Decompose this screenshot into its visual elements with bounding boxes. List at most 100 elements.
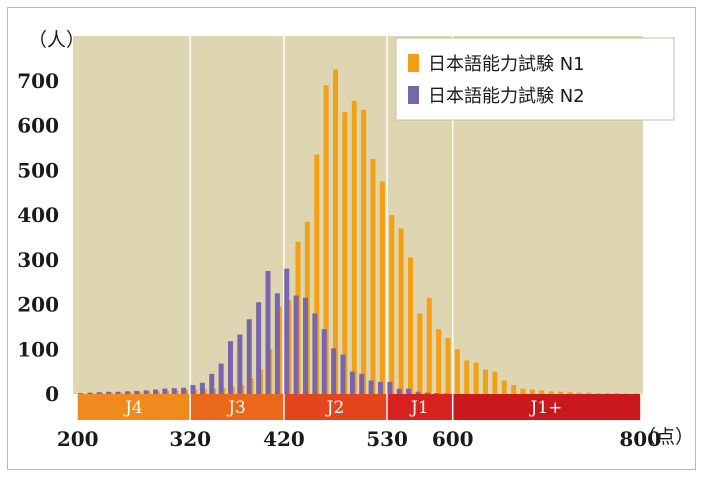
n1-bar [426,297,432,394]
x-tick-label: 600 [432,427,474,451]
y-tick-label: 700 [17,69,59,93]
n2-bar [265,270,271,394]
n2-bar [331,348,337,394]
level-band-label: J1 [409,398,429,418]
n2-bar [312,313,318,394]
n1-bar [520,388,526,394]
level-band-label: J2 [325,398,345,418]
n1-bar [361,109,367,395]
n2-bar [274,293,280,394]
level-band [283,394,388,420]
n2-bar [209,373,215,394]
n1-bar [604,393,610,394]
n2-bar [415,391,421,394]
n1-bar [370,159,376,394]
n1-bar [408,257,413,394]
n2-bar [190,385,196,394]
n1-bar [389,215,395,394]
n1-bar [567,392,573,394]
n1-bar [492,371,498,394]
n1-bar [558,391,563,394]
x-tick-label: 200 [57,427,99,451]
n2-bar [162,388,168,394]
n2-bar [199,382,205,394]
n1-bar [314,154,320,394]
level-band-label: J3 [226,398,246,418]
n1-bar [454,349,460,394]
legend-box [395,37,675,121]
n1-bar [473,362,479,394]
y-tick-label: 300 [17,248,59,272]
vertical-grid-lines [189,36,454,394]
n1-bar [464,360,470,394]
n2-bar [424,392,430,394]
y-tick-label: 500 [17,158,59,182]
n2-bar [284,268,290,394]
n2-bar [434,393,440,394]
n2-bar [293,295,299,394]
n2-bar [143,390,149,394]
bars [78,69,638,395]
n1-bar [614,393,620,394]
level-band [190,394,284,420]
n1-bar [351,100,357,394]
n2-bar [256,302,262,394]
x-tick-label: 320 [169,427,211,451]
n2-bar [378,381,383,394]
legend-swatch [408,54,419,72]
n1-bar [539,390,545,394]
x-tick-label: 530 [366,427,408,451]
n1-bar [417,313,423,394]
n2-bar [359,373,365,394]
x-axis-tick-labels: 200 320 420 530 600 800 [57,427,661,451]
x-tick-label: 420 [263,427,305,451]
n1-bar [445,338,451,394]
n1-bar [576,392,582,394]
y-tick-label: 0 [45,382,59,406]
n2-bar [218,363,224,394]
legend-label: 日本語能力試験 N1 [428,54,585,75]
n2-bar [106,391,112,394]
n2-bar [153,389,158,394]
n2-bar [246,319,252,394]
n2-bar [396,388,402,394]
n2-bar [321,329,327,394]
n2-bar [340,354,346,394]
n2-bar [237,334,243,394]
y-tick-label: 100 [17,337,59,361]
legend-swatch [408,86,419,104]
x-tick-label: 800 [619,427,661,451]
level-bands: J4 J3 J2 J1 J1+ [77,394,641,420]
legend-label: 日本語能力試験 N2 [428,86,585,107]
n1-bar [595,393,601,394]
n1-bar [323,85,329,394]
n2-bar [387,381,393,394]
n2-bar [78,393,83,394]
n1-bar [483,369,488,394]
n2-bar [228,341,233,394]
n2-bar [368,380,374,394]
n2-bar [134,390,140,394]
n1-bar [586,392,592,394]
n2-bar [87,392,93,394]
y-axis-tick-labels: 0 100 200 300 400 500 600 700 [17,69,59,406]
n1-bar [436,329,442,394]
n2-bar [171,388,177,394]
x-axis-unit-label: （点） [637,426,694,448]
n1-bar [529,389,535,394]
level-band-label: J1+ [529,398,563,418]
n1-bar [548,391,554,394]
n2-bar [124,391,130,394]
y-axis-unit-label: （人） [28,29,85,51]
n1-bar [342,112,348,394]
n1-bar [333,69,338,394]
n2-bar [181,387,187,394]
n2-bar [303,297,308,394]
level-band [452,394,641,420]
n1-bar [379,181,385,394]
n2-bar [115,391,121,394]
n1-bar [398,228,404,394]
level-band-label: J4 [123,398,143,418]
n2-bar [96,392,102,394]
